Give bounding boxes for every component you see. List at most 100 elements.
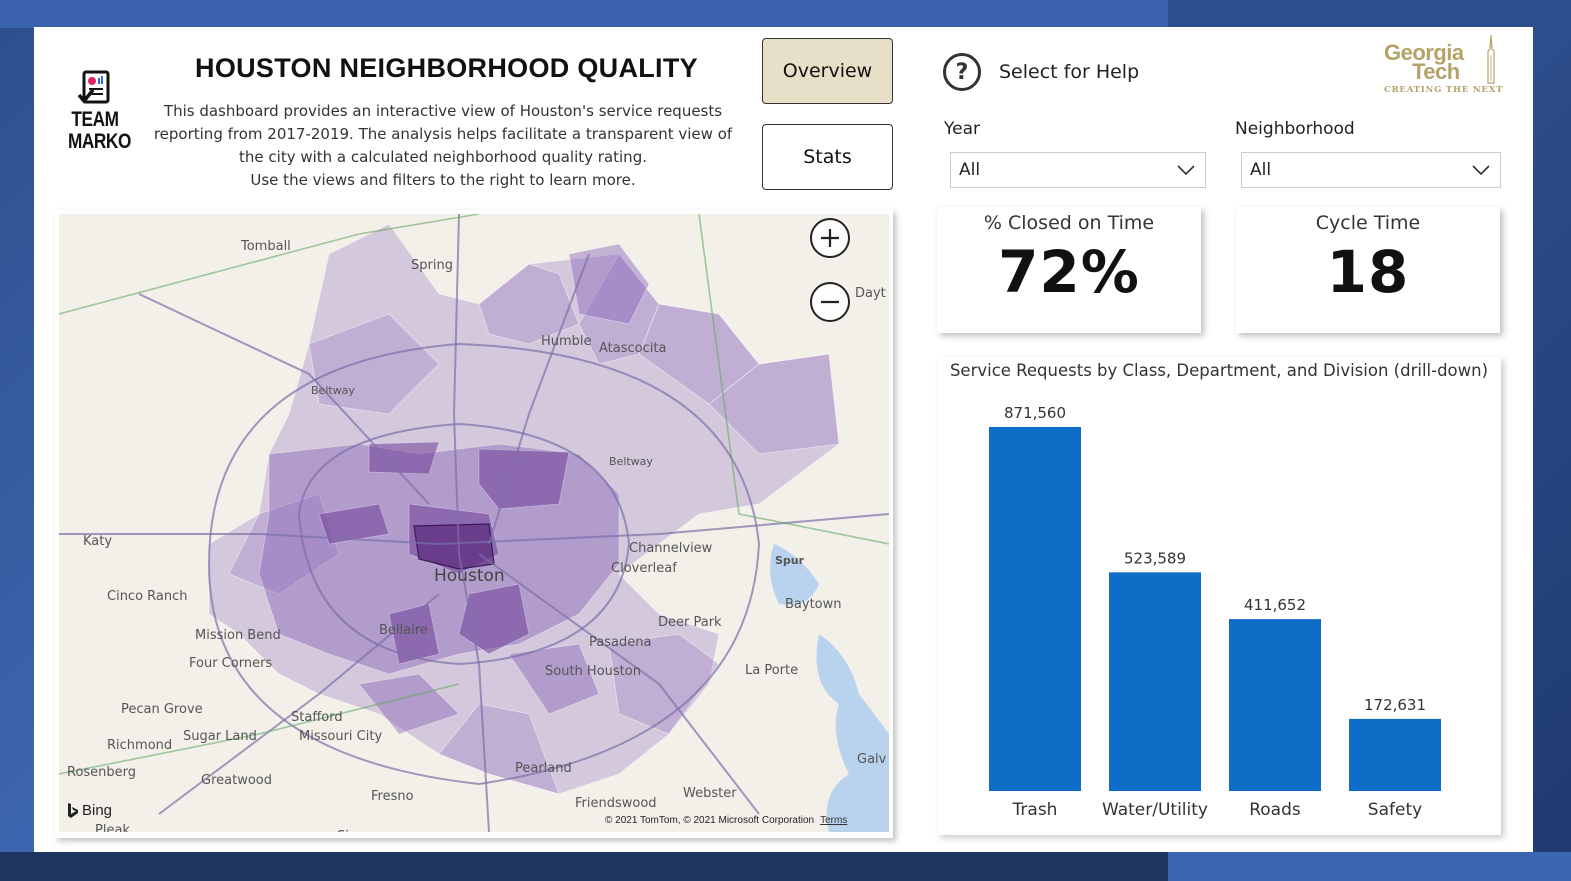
team-name-line1: TEAM bbox=[71, 108, 119, 131]
neighborhood-select-value: All bbox=[1250, 160, 1272, 180]
overview-button[interactable]: Overview bbox=[762, 38, 893, 104]
georgia-tech-logo: Georgia Tech CREATING THE NEXT bbox=[1374, 33, 1502, 99]
bar-value-label: 871,560 bbox=[1004, 404, 1066, 422]
page-title: HOUSTON NEIGHBORHOOD QUALITY bbox=[195, 53, 698, 83]
gt-logo-tagline: CREATING THE NEXT bbox=[1384, 85, 1504, 95]
dashboard-canvas: TEAM MARKO HOUSTON NEIGHBORHOOD QUALITY … bbox=[34, 27, 1533, 852]
svg-text:Stafford: Stafford bbox=[291, 710, 343, 725]
tower-icon bbox=[1487, 35, 1495, 84]
svg-text:South Houston: South Houston bbox=[545, 664, 641, 679]
background-band bbox=[1168, 852, 1571, 881]
svg-text:Beltway: Beltway bbox=[311, 384, 355, 397]
svg-text:Cinco Ranch: Cinco Ranch bbox=[107, 589, 188, 604]
svg-text:Channelview: Channelview bbox=[629, 541, 713, 556]
description-line: This dashboard provides an interactive v… bbox=[163, 102, 723, 120]
svg-text:Pearland: Pearland bbox=[515, 761, 572, 776]
category-label: Trash bbox=[1012, 800, 1058, 820]
cycle-time-value: 18 bbox=[1326, 238, 1410, 306]
svg-text:Sugar Land: Sugar Land bbox=[183, 729, 257, 744]
cycle-time-label: Cycle Time bbox=[1315, 212, 1421, 234]
bing-logo: Bing bbox=[67, 802, 112, 819]
closed-on-time-label: % Closed on Time bbox=[983, 212, 1155, 234]
downtown-region bbox=[413, 523, 495, 570]
team-logo: TEAM MARKO bbox=[62, 69, 131, 165]
svg-text:Mission Bend: Mission Bend bbox=[195, 628, 281, 643]
svg-text:La Porte: La Porte bbox=[745, 663, 798, 678]
stats-button-label: Stats bbox=[803, 146, 852, 168]
plus-icon bbox=[821, 229, 839, 247]
zoom-in-button[interactable] bbox=[810, 218, 850, 258]
report-icon bbox=[76, 69, 114, 109]
gt-logo-word1: Georgia bbox=[1384, 40, 1464, 65]
chevron-down-icon bbox=[1472, 165, 1490, 175]
help-button[interactable]: ? Select for Help bbox=[943, 53, 1139, 91]
map-copyright: © 2021 TomTom, © 2021 Microsoft Corporat… bbox=[605, 815, 847, 826]
svg-text:Pasadena: Pasadena bbox=[589, 635, 651, 650]
svg-text:Friendswood: Friendswood bbox=[575, 796, 657, 811]
svg-text:Deer Park: Deer Park bbox=[658, 615, 722, 630]
closed-on-time-value: 72% bbox=[998, 238, 1140, 306]
neighborhood-filter-label: Neighborhood bbox=[1235, 119, 1355, 139]
help-label: Select for Help bbox=[999, 61, 1140, 83]
category-label: Roads bbox=[1249, 800, 1301, 820]
svg-text:Bellaire: Bellaire bbox=[379, 623, 428, 638]
category-label: Water/Utility bbox=[1102, 800, 1208, 820]
roads bbox=[59, 214, 889, 775]
svg-text:Sienna: Sienna bbox=[337, 829, 381, 832]
year-filter-label: Year bbox=[944, 119, 980, 139]
bing-label: Bing bbox=[82, 802, 113, 819]
svg-text:Four Corners: Four Corners bbox=[189, 656, 272, 671]
team-name: TEAM MARKO bbox=[67, 108, 131, 153]
svg-text:Baytown: Baytown bbox=[785, 597, 842, 612]
water-area bbox=[770, 544, 819, 605]
year-select[interactable]: All bbox=[950, 152, 1206, 188]
description-line: Use the views and filters to the right t… bbox=[250, 171, 636, 189]
outer-regions bbox=[208, 223, 840, 795]
neighborhood-select[interactable]: All bbox=[1241, 152, 1501, 188]
bar-roads[interactable] bbox=[1229, 619, 1321, 791]
water-area bbox=[816, 634, 889, 832]
background-band bbox=[1168, 0, 1571, 28]
copyright-text: © 2021 TomTom, © 2021 Microsoft Corporat… bbox=[605, 815, 815, 826]
closed-on-time-card: % Closed on Time 72% bbox=[937, 207, 1201, 333]
svg-text:Tomball: Tomball bbox=[240, 239, 291, 254]
svg-text:Houston: Houston bbox=[434, 566, 505, 586]
place-labels: Tomball Spring Humble Atascocita Beltway… bbox=[67, 239, 887, 832]
category-label: Safety bbox=[1368, 800, 1422, 820]
overview-button-label: Overview bbox=[782, 60, 873, 82]
svg-text:Spring: Spring bbox=[411, 258, 453, 273]
svg-text:Fresno: Fresno bbox=[371, 789, 414, 804]
terms-link[interactable]: Terms bbox=[820, 815, 848, 826]
team-name-line2: MARKO bbox=[67, 130, 131, 153]
svg-text:Greatwood: Greatwood bbox=[201, 773, 272, 788]
question-icon: ? bbox=[943, 53, 981, 91]
svg-text:Galv: Galv bbox=[857, 752, 887, 767]
bar-value-label: 411,652 bbox=[1244, 596, 1306, 614]
svg-text:Humble: Humble bbox=[541, 334, 592, 349]
stats-button[interactable]: Stats bbox=[762, 124, 893, 190]
cycle-time-card: Cycle Time 18 bbox=[1236, 207, 1500, 333]
bar-value-label: 172,631 bbox=[1364, 696, 1426, 714]
bar-safety[interactable] bbox=[1349, 718, 1441, 791]
svg-text:Richmond: Richmond bbox=[107, 738, 172, 753]
svg-text:Missouri City: Missouri City bbox=[299, 729, 382, 744]
svg-text:Cloverleaf: Cloverleaf bbox=[611, 561, 677, 576]
bar-chart-svg: 871,560 Trash 523,589 Water/Utility 411,652 R… bbox=[989, 404, 1441, 820]
map-canvas: Tomball Spring Humble Atascocita Beltway… bbox=[59, 214, 889, 832]
svg-text:Rosenberg: Rosenberg bbox=[67, 765, 136, 780]
svg-text:Dayt: Dayt bbox=[855, 286, 886, 301]
service-requests-chart[interactable]: Service Requests by Class, Department, a… bbox=[937, 357, 1501, 835]
gt-logo-word2: Tech bbox=[1412, 59, 1460, 84]
background-band bbox=[0, 852, 1168, 881]
svg-text:Pecan Grove: Pecan Grove bbox=[121, 702, 203, 717]
svg-text:Katy: Katy bbox=[83, 534, 112, 549]
bar-water-utility[interactable] bbox=[1109, 572, 1201, 791]
neighborhood-map[interactable]: Tomball Spring Humble Atascocita Beltway… bbox=[59, 214, 889, 832]
svg-text:Atascocita: Atascocita bbox=[599, 341, 666, 356]
minus-icon bbox=[821, 300, 839, 304]
description-line: reporting from 2017-2019. The analysis h… bbox=[153, 125, 733, 143]
bar-trash[interactable] bbox=[989, 427, 1081, 791]
bing-icon bbox=[68, 802, 78, 818]
chart-title: Service Requests by Class, Department, a… bbox=[949, 361, 1489, 380]
zoom-out-button[interactable] bbox=[810, 282, 850, 322]
